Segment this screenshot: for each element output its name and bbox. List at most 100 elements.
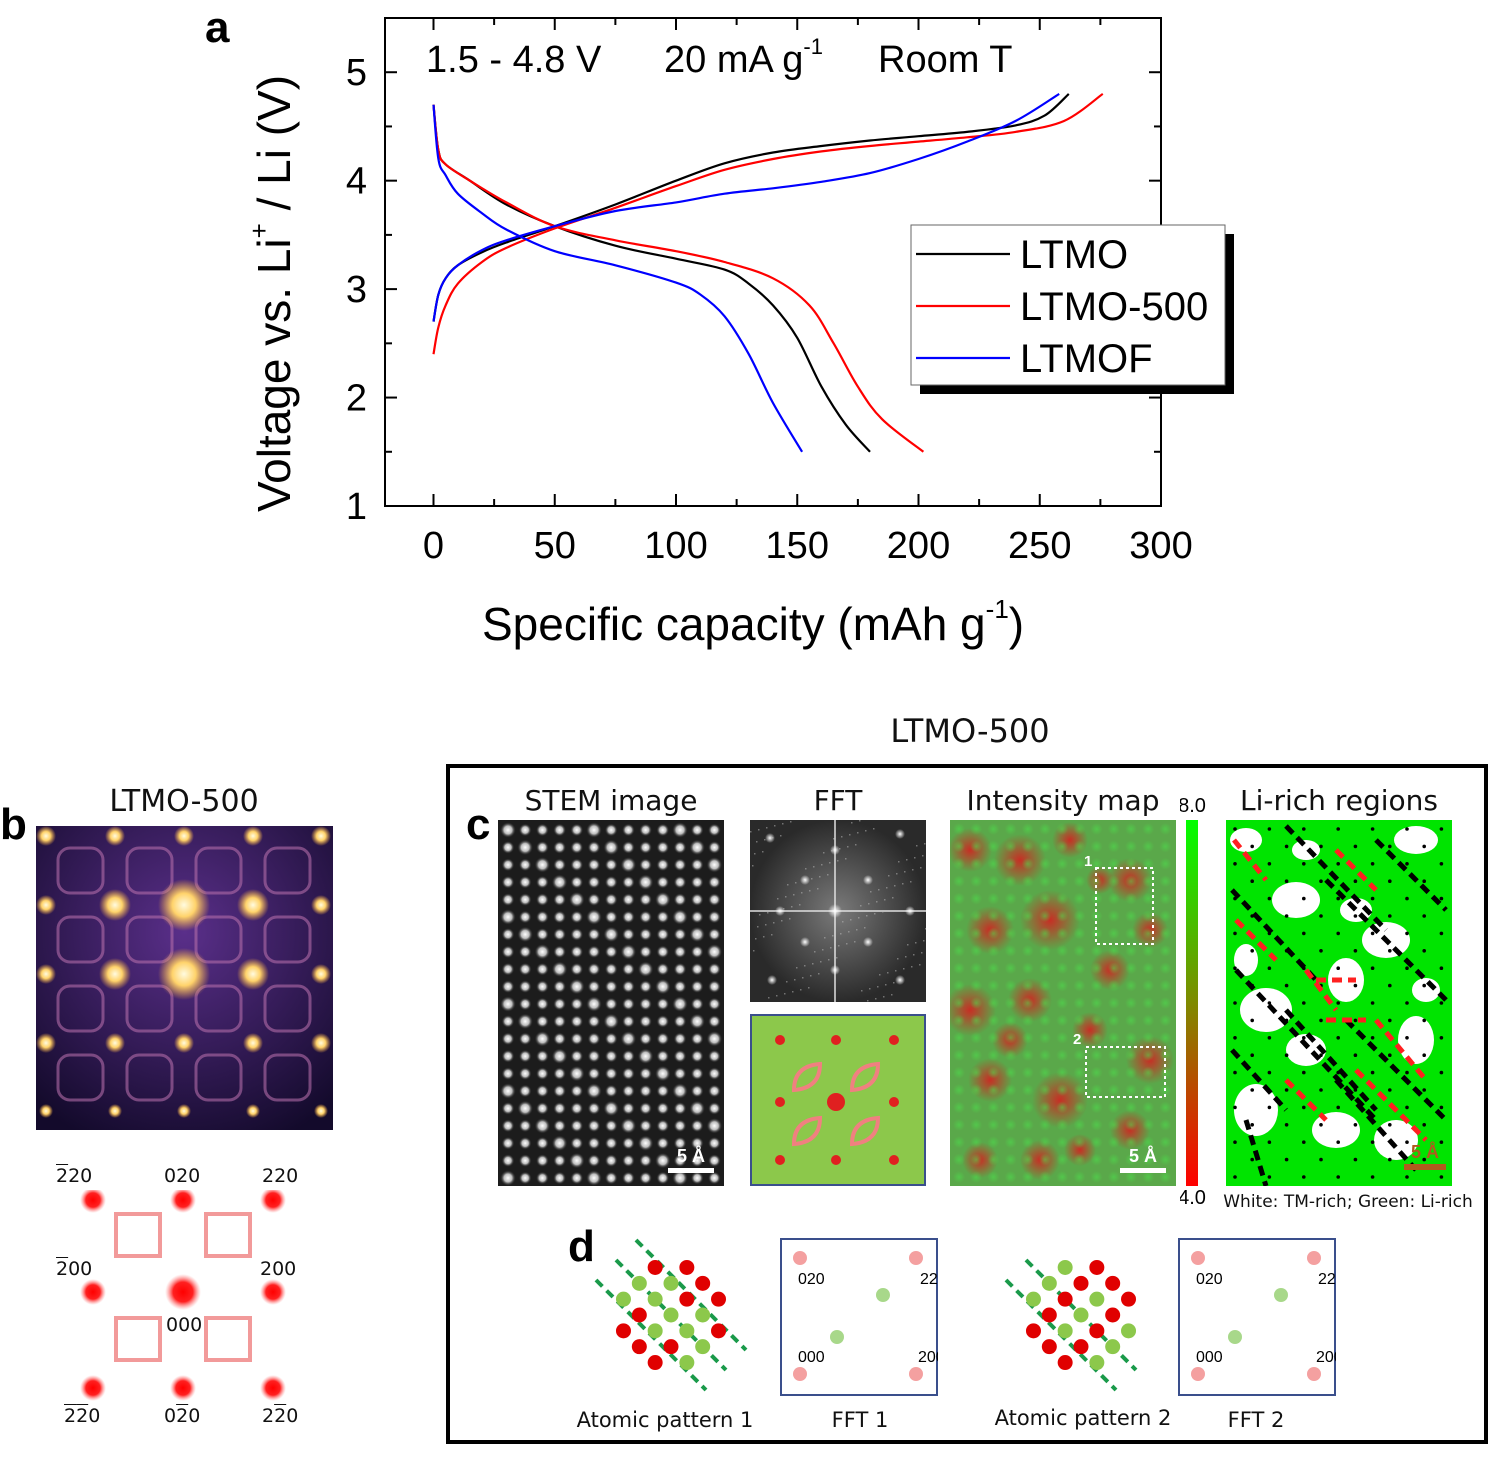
atom-column bbox=[570, 1119, 584, 1133]
atom-column bbox=[551, 874, 568, 891]
panel-letter-d: d bbox=[568, 1222, 595, 1271]
li-rich-caption: White: TM-rich; Green: Li-rich bbox=[1223, 1192, 1473, 1212]
atom-column bbox=[570, 1101, 584, 1115]
x-axis-label-main: Specific capacity (mAh g bbox=[482, 598, 986, 650]
superlattice-ring bbox=[849, 1115, 881, 1147]
x-tick-label: 100 bbox=[644, 525, 707, 567]
atom-dot bbox=[1284, 1053, 1289, 1057]
lattice-dot bbox=[1125, 1066, 1137, 1079]
conditions-rate: 20 mA g-1 bbox=[664, 34, 823, 81]
atom-column bbox=[637, 1135, 654, 1152]
lattice-dot bbox=[1021, 823, 1034, 835]
lattice-dot bbox=[1142, 1031, 1155, 1044]
atom-dot bbox=[1405, 966, 1409, 970]
fft-noise bbox=[791, 906, 793, 908]
atom-column bbox=[639, 910, 653, 924]
diffraction-spot bbox=[314, 1104, 328, 1118]
fft-noise bbox=[772, 837, 774, 839]
atom-dot bbox=[1388, 914, 1392, 918]
fft-noise bbox=[857, 832, 859, 834]
lattice-dot bbox=[1073, 857, 1086, 870]
fft-red-spot bbox=[1307, 1367, 1321, 1381]
fft-noise bbox=[866, 915, 868, 917]
atom-dot bbox=[1267, 827, 1272, 831]
atom-dot bbox=[1353, 983, 1358, 988]
atom-dot bbox=[1405, 1140, 1409, 1144]
fft-1-label: FFT 1 bbox=[831, 1408, 889, 1432]
atom-dot bbox=[1422, 949, 1426, 953]
lattice-dot bbox=[1125, 1101, 1137, 1114]
atom-column bbox=[604, 823, 618, 837]
series-ltmo-500-charge bbox=[432, 92, 1104, 355]
atom-dot bbox=[1439, 966, 1444, 970]
fft-noise bbox=[920, 867, 922, 869]
atom-column bbox=[500, 909, 516, 925]
atom-dot bbox=[1250, 1123, 1254, 1127]
fft-noise bbox=[804, 965, 806, 967]
atom-dot bbox=[1388, 983, 1392, 988]
diffraction-spot bbox=[36, 895, 56, 915]
lattice-dot bbox=[1107, 875, 1120, 888]
lattice-dot bbox=[1142, 944, 1155, 957]
lattice-dot bbox=[987, 997, 1000, 1009]
atom-column bbox=[639, 1014, 653, 1028]
atom-dot bbox=[1388, 1018, 1392, 1023]
lattice-dot bbox=[1125, 857, 1137, 870]
atom-column bbox=[707, 980, 721, 994]
atom-column bbox=[570, 858, 584, 872]
atom-column bbox=[553, 1101, 567, 1115]
lattice-dot bbox=[987, 1014, 1000, 1027]
fft-noise bbox=[841, 836, 843, 838]
lattice-dot bbox=[1021, 1084, 1034, 1096]
fft-noise bbox=[757, 926, 759, 928]
lattice-dot bbox=[1142, 910, 1155, 922]
fft-noise bbox=[910, 881, 912, 883]
atom-column bbox=[656, 962, 670, 976]
diffraction-ring bbox=[125, 1053, 174, 1102]
li-atom bbox=[1057, 1323, 1073, 1339]
lattice-dot bbox=[1021, 1014, 1034, 1027]
atom-dot bbox=[1405, 1105, 1409, 1110]
atom-column bbox=[620, 943, 637, 960]
atom-dot bbox=[1302, 862, 1306, 866]
lattice-dot bbox=[1159, 927, 1172, 940]
atom-column bbox=[656, 1014, 670, 1028]
diffraction-spot bbox=[158, 879, 210, 931]
lattice-dot bbox=[1073, 927, 1086, 940]
lattice-dot bbox=[987, 1084, 1000, 1096]
scale-bar-label: 5 Å bbox=[677, 1146, 705, 1166]
atom-dot bbox=[1302, 1175, 1306, 1179]
fft-noise bbox=[924, 843, 926, 845]
atom-column bbox=[553, 1014, 567, 1028]
lattice-dot bbox=[1125, 927, 1137, 940]
lattice-dot bbox=[953, 1084, 965, 1096]
atom-column bbox=[604, 945, 618, 959]
index-m220: 220 bbox=[56, 1165, 93, 1187]
diffraction-schematic bbox=[80, 1190, 286, 1401]
atom-column bbox=[501, 1067, 515, 1081]
li-atom bbox=[631, 1275, 647, 1291]
fft-red-spot bbox=[909, 1367, 923, 1381]
index-200: 200 bbox=[260, 1258, 297, 1280]
atom-dot bbox=[1439, 862, 1444, 866]
atom-dot bbox=[1439, 1105, 1444, 1110]
atom-column bbox=[621, 875, 635, 889]
fft-noise bbox=[792, 991, 794, 993]
fft-red-spot bbox=[793, 1251, 807, 1265]
fft-spot bbox=[767, 975, 777, 985]
lattice-dot bbox=[1142, 927, 1155, 940]
atom-dot bbox=[1388, 1088, 1392, 1092]
atom-column bbox=[535, 875, 549, 889]
atom-column bbox=[570, 910, 584, 924]
fft-noise bbox=[850, 919, 852, 921]
panel-letter-c: c bbox=[466, 800, 491, 849]
voltage-capacity-chart: a 1 2 3 4 5 0 50 100 150 200 250 300 1.5 - 4.8 V 2… bbox=[205, 3, 1234, 650]
atom-column bbox=[586, 1170, 602, 1186]
atom-dot bbox=[1370, 1175, 1375, 1179]
index-m200: 200 bbox=[56, 1258, 93, 1280]
fft-noise bbox=[902, 883, 904, 885]
fft-2-content: 020 220 000 200 bbox=[1178, 1238, 1336, 1396]
tm-rich-region bbox=[1240, 988, 1292, 1032]
lattice-dot bbox=[1021, 1153, 1034, 1166]
lattice-dot bbox=[1159, 944, 1172, 957]
